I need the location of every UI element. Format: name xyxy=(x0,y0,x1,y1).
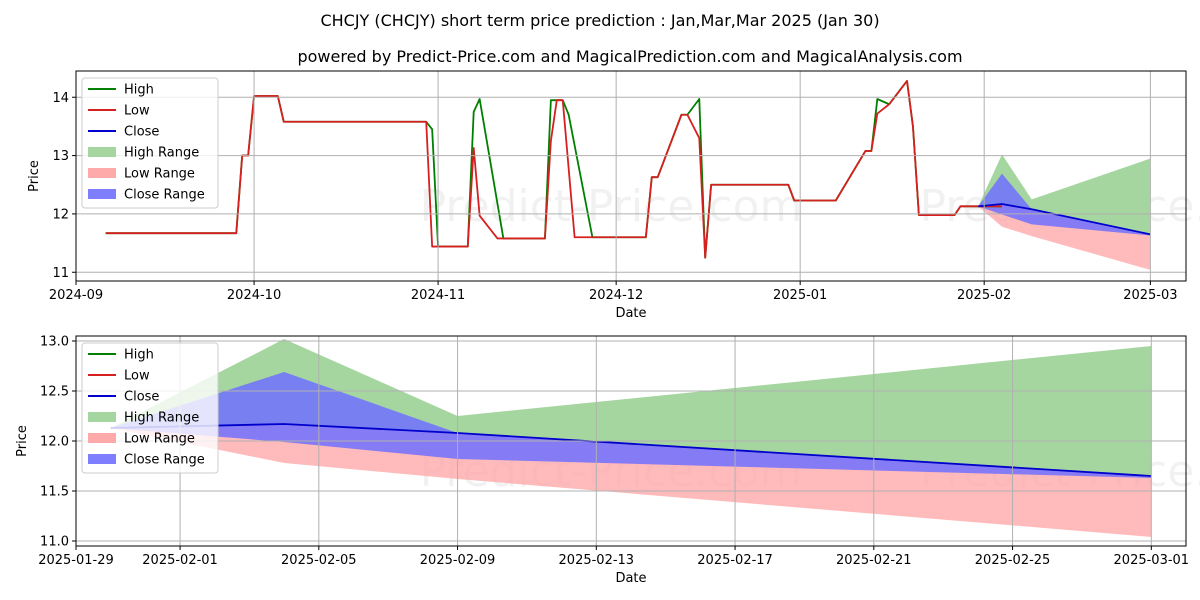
plot-frame xyxy=(75,335,1187,547)
legend: High Low Close High Range Low Range Close Ran… xyxy=(81,342,219,474)
low-range-fill xyxy=(110,424,1152,537)
close-range-fill xyxy=(978,173,1151,236)
y-axis-label: Price xyxy=(15,425,30,457)
y-tick-label: 13 xyxy=(52,149,69,164)
x-tick-label: 2024-09 xyxy=(49,288,103,303)
x-tick-label: 2024-10 xyxy=(227,288,281,303)
x-tick-label: 2025-02-13 xyxy=(559,553,635,568)
legend-swatch-close-range xyxy=(88,189,116,199)
x-tick-label: 2024-12 xyxy=(589,288,643,303)
y-tick-label: 11.5 xyxy=(40,485,69,500)
low-series-line xyxy=(105,80,1002,259)
legend-label: High xyxy=(124,83,154,98)
x-tick-label: 2025-02-01 xyxy=(142,553,218,568)
x-tick-label: 2025-02-09 xyxy=(420,553,496,568)
x-tick-label: 2025-03 xyxy=(1123,288,1177,303)
y-tick-label: 12 xyxy=(52,207,69,222)
watermark-text: Predict-Price.com xyxy=(420,181,803,232)
y-tick-label: 11.0 xyxy=(40,535,69,550)
legend-label: Low Range xyxy=(124,432,195,447)
y-tick-label: 12.5 xyxy=(40,385,69,400)
legend-swatch-close-range xyxy=(88,454,116,464)
x-tick-label: 2025-02-21 xyxy=(836,553,912,568)
legend-label: High Range xyxy=(124,411,199,426)
y-tick-label: 12.0 xyxy=(40,435,69,450)
legend-swatch-low-range xyxy=(88,433,116,443)
top-chart: Predict-Price.comPredict-Price.com2024-0… xyxy=(27,70,1200,321)
chart-title: CHCJY (CHCJY) short term price predictio… xyxy=(320,11,879,30)
legend-label: High xyxy=(124,348,154,363)
legend-label: Low xyxy=(124,104,150,119)
legend-label: Close xyxy=(124,125,159,140)
high-range-fill xyxy=(110,339,1152,476)
y-tick-label: 11 xyxy=(52,266,69,281)
legend-swatch-high-range xyxy=(88,147,116,157)
legend-label: Close Range xyxy=(124,188,205,203)
x-tick-label: 2025-02 xyxy=(957,288,1011,303)
plot-frame xyxy=(75,70,1187,282)
legend-label: Close Range xyxy=(124,453,205,468)
legend-label: Close xyxy=(124,390,159,405)
y-tick-label: 14 xyxy=(52,91,69,106)
legend-label: Low xyxy=(124,369,150,384)
x-tick-label: 2025-02-17 xyxy=(697,553,773,568)
y-axis-label: Price xyxy=(27,160,42,192)
y-tick-label: 13.0 xyxy=(40,335,69,350)
x-tick-label: 2025-03-01 xyxy=(1114,553,1190,568)
plot-background xyxy=(76,71,1186,281)
x-tick-label: 2025-02-25 xyxy=(975,553,1051,568)
chart-subtitle: powered by Predict-Price.com and Magical… xyxy=(297,47,962,66)
x-axis-label: Date xyxy=(615,306,646,321)
legend-label: High Range xyxy=(124,146,199,161)
legend: High Low Close High Range Low Range Close Ran… xyxy=(81,77,219,209)
x-tick-label: 2025-02-05 xyxy=(281,553,357,568)
x-tick-label: 2024-11 xyxy=(411,288,465,303)
x-tick-label: 2025-01 xyxy=(773,288,827,303)
bottom-chart: Predict-Price.comPredict-Price.com2025-0… xyxy=(15,335,1200,587)
legend-swatch-high-range xyxy=(88,412,116,422)
x-axis-label: Date xyxy=(615,571,646,586)
x-tick-label: 2025-01-29 xyxy=(38,553,114,568)
close-series-line xyxy=(978,203,1151,236)
legend-swatch-low-range xyxy=(88,168,116,178)
legend-label: Low Range xyxy=(124,167,195,182)
